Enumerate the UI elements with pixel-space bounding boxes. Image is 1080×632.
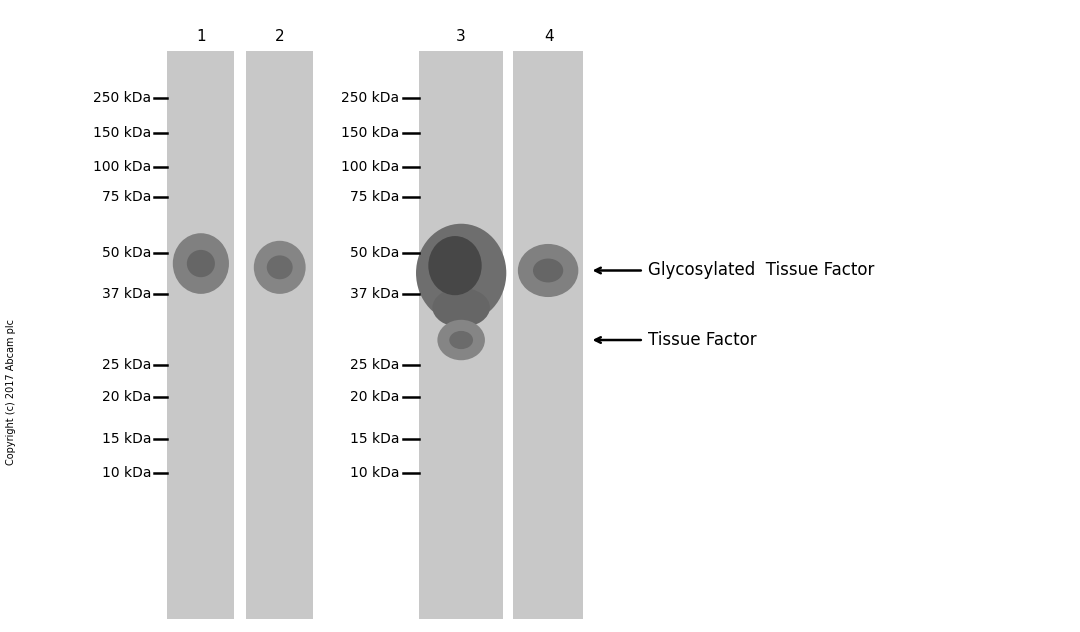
Text: 25 kDa: 25 kDa <box>350 358 400 372</box>
Ellipse shape <box>532 258 564 283</box>
Text: 100 kDa: 100 kDa <box>93 161 151 174</box>
Text: Tissue Factor: Tissue Factor <box>648 331 757 349</box>
Ellipse shape <box>432 288 490 327</box>
Bar <box>513 51 583 619</box>
Ellipse shape <box>267 255 293 279</box>
Ellipse shape <box>254 241 306 294</box>
Text: 100 kDa: 100 kDa <box>341 161 400 174</box>
Text: Glycosylated  Tissue Factor: Glycosylated Tissue Factor <box>648 262 875 279</box>
Ellipse shape <box>187 250 215 277</box>
Bar <box>246 51 313 619</box>
Text: 37 kDa: 37 kDa <box>350 287 400 301</box>
Bar <box>419 51 503 619</box>
Text: 4: 4 <box>544 29 553 44</box>
Text: 150 kDa: 150 kDa <box>341 126 400 140</box>
Text: 50 kDa: 50 kDa <box>102 246 151 260</box>
Text: 15 kDa: 15 kDa <box>102 432 151 446</box>
Text: 250 kDa: 250 kDa <box>341 91 400 105</box>
Text: 150 kDa: 150 kDa <box>93 126 151 140</box>
Text: 10 kDa: 10 kDa <box>102 466 151 480</box>
Text: 75 kDa: 75 kDa <box>102 190 151 204</box>
Text: 75 kDa: 75 kDa <box>350 190 400 204</box>
Ellipse shape <box>429 236 482 295</box>
Text: 250 kDa: 250 kDa <box>93 91 151 105</box>
Text: 20 kDa: 20 kDa <box>350 390 400 404</box>
Bar <box>167 51 234 619</box>
Text: 37 kDa: 37 kDa <box>102 287 151 301</box>
Text: 2: 2 <box>275 29 284 44</box>
Ellipse shape <box>517 244 579 297</box>
Text: 15 kDa: 15 kDa <box>350 432 400 446</box>
Text: 50 kDa: 50 kDa <box>350 246 400 260</box>
Ellipse shape <box>437 320 485 360</box>
Text: 20 kDa: 20 kDa <box>102 390 151 404</box>
Ellipse shape <box>416 224 507 322</box>
Text: 3: 3 <box>456 29 467 44</box>
Ellipse shape <box>173 233 229 294</box>
Text: 10 kDa: 10 kDa <box>350 466 400 480</box>
Text: 1: 1 <box>197 29 205 44</box>
Text: Copyright (c) 2017 Abcam plc: Copyright (c) 2017 Abcam plc <box>5 319 16 465</box>
Ellipse shape <box>449 331 473 349</box>
Text: 25 kDa: 25 kDa <box>102 358 151 372</box>
